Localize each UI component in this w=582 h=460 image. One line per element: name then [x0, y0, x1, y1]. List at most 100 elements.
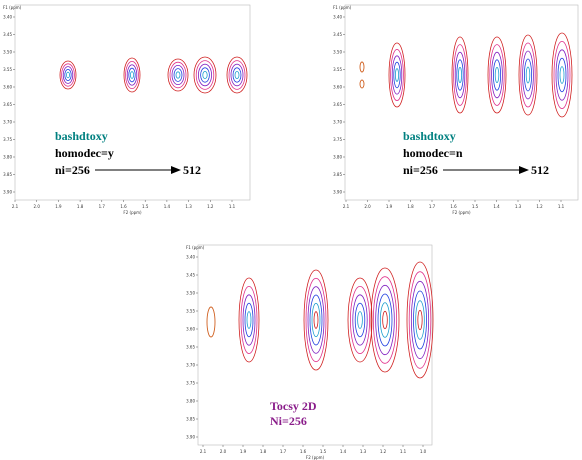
contour: [377, 293, 393, 347]
contour: [370, 267, 400, 373]
contour: [193, 56, 217, 94]
contour: [234, 71, 240, 80]
x-tick-label: 1.9: [386, 204, 393, 209]
contour: [347, 277, 373, 363]
contour: [524, 58, 533, 92]
y-tick-label: 3.60: [186, 327, 195, 332]
contour: [357, 311, 363, 329]
contour: [406, 261, 434, 379]
x-tick-label: 2.0: [34, 204, 41, 209]
plot-frame: [14, 4, 251, 201]
x-tick-label: 1.8: [407, 204, 414, 209]
contour: [175, 71, 181, 79]
contour: [195, 60, 215, 90]
setting-label: Ni=256: [270, 414, 307, 428]
method-label: Tocsy 2D: [270, 399, 317, 413]
x-tick-label: 1.0: [420, 449, 427, 454]
contour: [379, 302, 391, 338]
contour: [394, 68, 399, 82]
contour: [61, 63, 75, 87]
contour: [415, 300, 425, 340]
contour: [388, 42, 406, 108]
contour: [126, 64, 138, 86]
y-tick-label: 3.80: [186, 399, 195, 404]
x-tick-label: 2.1: [12, 204, 19, 209]
y-axis-label: F1 (ppm): [333, 5, 352, 10]
x-tick-label: 1.3: [360, 449, 367, 454]
y-tick-label: 3.80: [333, 155, 342, 160]
contour: [311, 302, 321, 338]
contour: [494, 67, 500, 84]
x-tick-label: 1.1: [229, 204, 236, 209]
contour: [309, 294, 323, 346]
x-tick-label: 2.0: [364, 204, 371, 209]
x-tick-label: 2.1: [200, 449, 207, 454]
contour: [197, 63, 212, 87]
y-tick-label: 3.50: [333, 50, 342, 55]
x-tick-label: 1.6: [300, 449, 307, 454]
x-tick-label: 1.6: [120, 204, 127, 209]
contour: [557, 57, 567, 93]
y-tick-label: 3.90: [3, 190, 12, 195]
y-tick-label: 3.40: [333, 15, 342, 20]
contour: [453, 44, 467, 106]
contour: [200, 67, 210, 83]
contour: [372, 276, 398, 364]
y-tick-label: 3.45: [186, 273, 195, 278]
contour: [525, 66, 531, 84]
contour: [555, 49, 569, 101]
x-tick-label: 1.6: [450, 204, 457, 209]
x-tick-label: 1.1: [400, 449, 407, 454]
contour: [167, 58, 189, 92]
contour: [305, 277, 327, 363]
y-tick-label: 3.75: [333, 137, 342, 142]
contour: [173, 68, 183, 82]
contour: [242, 294, 256, 346]
contour: [228, 60, 246, 90]
contour: [393, 61, 401, 89]
from-label: ni=256: [55, 163, 90, 177]
y-tick-label: 3.40: [186, 255, 195, 260]
y-tick-label: 3.50: [186, 291, 195, 296]
contour: [492, 59, 501, 91]
contour: [226, 56, 248, 94]
contour: [491, 51, 503, 99]
y-tick-label: 3.70: [333, 120, 342, 125]
x-tick-label: 2.0: [220, 449, 227, 454]
contour: [454, 51, 466, 99]
contour: [408, 271, 432, 369]
contour: [246, 311, 252, 329]
plot-frame: [344, 4, 579, 201]
contour: [240, 285, 258, 354]
method-label: bashdtoxy: [403, 129, 456, 143]
contour: [354, 302, 366, 338]
x-axis-label: F2 (ppm): [306, 455, 325, 460]
contour: [457, 67, 462, 84]
x-tick-label: 1.7: [280, 449, 287, 454]
contour: [128, 67, 136, 83]
contour: [64, 69, 72, 82]
x-tick-label: 1.5: [142, 204, 149, 209]
method-label: bashdtoxy: [55, 129, 108, 143]
y-tick-label: 3.45: [3, 32, 12, 37]
y-tick-label: 3.55: [186, 309, 195, 314]
x-tick-label: 1.7: [99, 204, 106, 209]
x-axis-label: F2 (ppm): [123, 210, 142, 215]
contour: [244, 302, 254, 338]
contour: [551, 32, 573, 118]
contour: [129, 71, 134, 79]
contour: [413, 290, 427, 350]
contour: [352, 294, 368, 346]
contour: [559, 66, 565, 84]
x-tick-label: 1.5: [472, 204, 479, 209]
y-tick-label: 3.90: [186, 435, 195, 440]
x-tick-label: 1.5: [320, 449, 327, 454]
y-axis-label: F1 (ppm): [186, 245, 205, 250]
contour: [123, 57, 141, 93]
x-tick-label: 1.3: [515, 204, 522, 209]
contour: [206, 306, 216, 338]
contour: [303, 269, 329, 371]
contour: [359, 79, 365, 89]
